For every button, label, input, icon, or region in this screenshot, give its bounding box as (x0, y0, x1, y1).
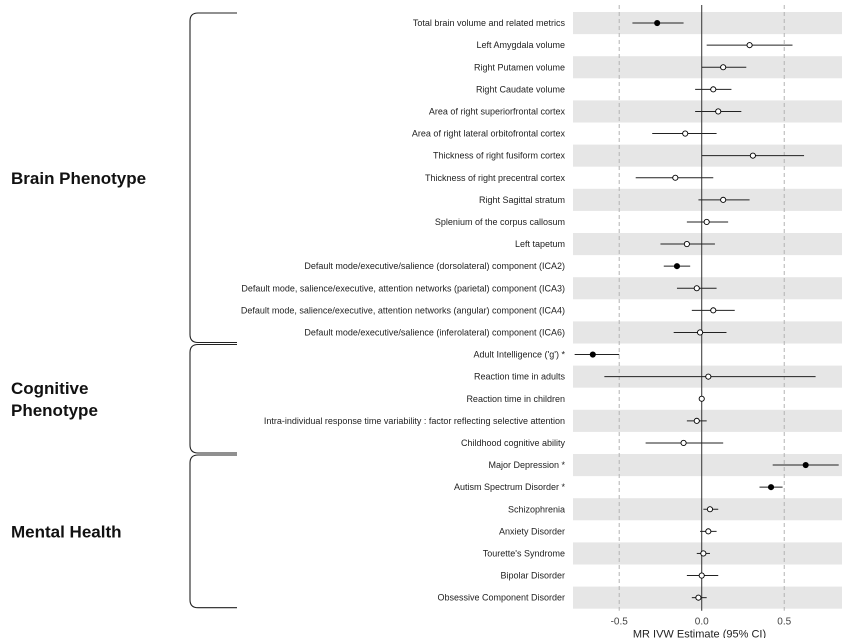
point-estimate (746, 42, 753, 49)
row-band (573, 454, 842, 477)
row-label: Right Caudate volume (476, 84, 565, 94)
row-label: Area of right lateral orbitofrontal cort… (412, 129, 566, 139)
point-estimate (710, 86, 717, 93)
row-label: Right Sagittal stratum (479, 195, 565, 205)
row-label: Left Amygdala volume (476, 40, 565, 50)
point-estimate (698, 395, 705, 402)
x-axis-ticks: -0.5 0.0 0.5 (611, 617, 792, 628)
point-estimate (715, 108, 722, 115)
group-label: Brain Phenotype (11, 169, 146, 188)
row-label: Bipolar Disorder (500, 571, 565, 581)
point-estimate (720, 196, 727, 203)
row-label: Tourette's Syndrome (483, 548, 565, 558)
group-brace (189, 343, 237, 454)
point-estimate (695, 594, 702, 601)
row-label: Default mode/executive/salience (dorsola… (304, 261, 565, 271)
row-label: Right Putamen volume (474, 62, 565, 72)
row-label: Total brain volume and related metrics (413, 18, 566, 28)
row-label: Thickness of right precentral cortex (425, 173, 566, 183)
row-label: Reaction time in children (466, 394, 565, 404)
point-estimate (706, 506, 714, 513)
row-label: Default mode, salience/executive, attent… (241, 305, 565, 315)
row-label: Obsessive Component Disorder (437, 593, 565, 603)
row-label: Adult Intelligence ('g') * (474, 350, 566, 360)
row-label: Thickness of right fusiform cortex (433, 151, 566, 161)
group-braces (189, 12, 237, 609)
x-tick-label: 0.5 (777, 617, 791, 628)
point-estimate (672, 174, 679, 181)
point-estimate (710, 307, 717, 314)
row-band (573, 12, 842, 35)
point-estimate (749, 152, 756, 159)
point-estimate-significant (767, 484, 775, 491)
point-estimate (705, 373, 712, 380)
row-label: Intra-individual response time variabili… (264, 416, 565, 426)
point-estimate-significant (802, 461, 809, 469)
row-labels: Total brain volume and related metrics Le… (241, 18, 566, 603)
point-estimate (698, 572, 705, 579)
point-estimate (700, 550, 707, 557)
point-estimate (703, 218, 710, 225)
row-label: Left tapetum (515, 239, 565, 249)
row-label: Default mode, salience/executive, attent… (241, 283, 565, 293)
group-label: Cognitive (11, 379, 88, 398)
x-tick-label: 0.0 (695, 617, 709, 628)
row-label: Anxiety Disorder (499, 526, 565, 536)
row-label: Area of right superiorfrontal cortex (429, 106, 566, 116)
group-brace (189, 454, 237, 609)
point-estimate (680, 439, 687, 447)
row-label: Childhood cognitive ability (461, 438, 566, 448)
row-label: Splenium of the corpus callosum (435, 217, 565, 227)
row-label: Default mode/executive/salience (inferol… (304, 327, 565, 337)
row-label: Autism Spectrum Disorder * (454, 482, 566, 492)
point-estimate-significant (654, 19, 661, 27)
point-estimate (705, 528, 712, 535)
group-labels: Brain Phenotype Cognitive Phenotype Mental … (11, 169, 146, 542)
row-label: Schizophrenia (508, 504, 565, 514)
point-estimate-significant (673, 263, 681, 270)
point-estimate (697, 329, 704, 336)
point-estimate (720, 64, 727, 71)
point-estimate-significant (589, 351, 596, 358)
x-tick-label: -0.5 (611, 617, 629, 628)
group-label: Mental Health (11, 522, 122, 541)
gridlines (618, 5, 785, 611)
estimates (574, 19, 839, 601)
row-band (573, 409, 842, 432)
row-label: Reaction time in adults (474, 372, 566, 382)
point-estimate (683, 240, 690, 248)
point-estimate (682, 130, 689, 137)
group-label: Phenotype (11, 401, 98, 420)
point-estimate (693, 417, 700, 424)
row-band (573, 586, 842, 609)
row-label: Major Depression * (488, 460, 565, 470)
x-axis-title: MR IVW Estimate (95% CI) (633, 629, 766, 638)
point-estimate (693, 285, 700, 292)
group-brace (189, 12, 237, 344)
